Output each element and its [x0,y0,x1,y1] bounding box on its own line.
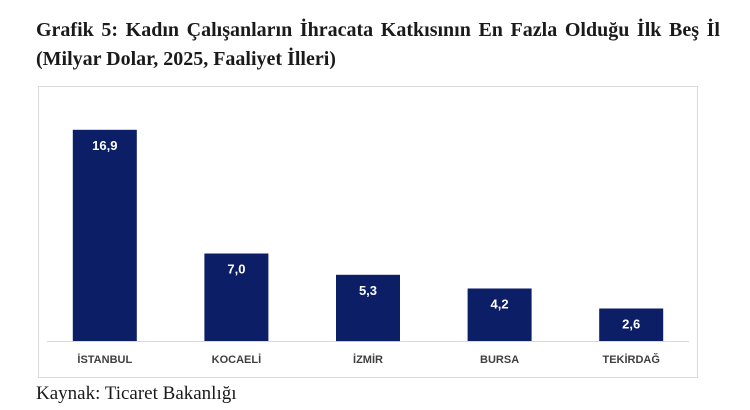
bar [467,288,532,341]
data-label: 7,0 [227,262,245,277]
bar [336,274,400,342]
category-tick-label: BURSA [480,354,519,366]
bar-chart: 16,9 İSTANBUL 7,0 KOCAELİ 5,3 İZMİR 4,2 BURSA 2,… [47,129,689,366]
category-tick-label: KOCAELİ [212,353,262,366]
category-tick-label: İSTANBUL [77,353,132,366]
bar [599,308,664,341]
data-label: 5,3 [359,283,377,298]
bar [204,253,269,341]
category-tick-label: İZMİR [353,353,383,366]
data-label: 2,6 [622,317,640,332]
bar [72,129,137,341]
source-note: Kaynak: Ticaret Bakanlığı [36,383,237,404]
data-label: 4,2 [491,297,509,312]
chart-title: Grafik 5: Kadın Çalışanların İhracata Ka… [36,19,720,70]
data-label: 16,9 [92,138,117,153]
chart-area: 16,9 İSTANBUL 7,0 KOCAELİ 5,3 İZMİR 4,2 BURSA 2,… [38,86,698,378]
category-tick-label: TEKİRDAĞ [602,353,659,366]
